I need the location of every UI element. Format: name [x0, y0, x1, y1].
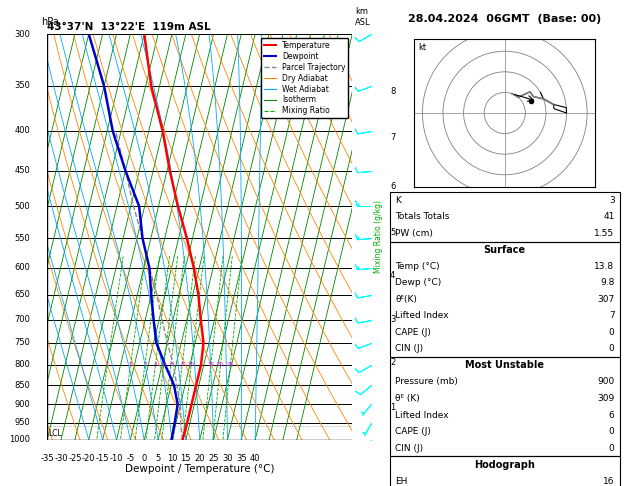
Text: Hodograph: Hodograph — [474, 460, 535, 469]
Text: 350: 350 — [14, 82, 30, 90]
Text: 3: 3 — [143, 362, 147, 367]
Text: -35: -35 — [40, 454, 54, 463]
Text: 30: 30 — [222, 454, 233, 463]
Text: θᴱ(K): θᴱ(K) — [395, 295, 417, 304]
Text: -20: -20 — [82, 454, 96, 463]
Text: 3: 3 — [390, 315, 396, 324]
Text: 5: 5 — [390, 227, 395, 237]
Text: 900: 900 — [14, 400, 30, 409]
Text: Lifted Index: Lifted Index — [395, 411, 448, 419]
Text: 700: 700 — [14, 315, 30, 324]
Bar — [390, 192, 620, 242]
Text: 0: 0 — [609, 444, 615, 452]
Text: 6: 6 — [390, 182, 396, 191]
Text: Most Unstable: Most Unstable — [465, 361, 544, 370]
Text: 43°37'N  13°22'E  119m ASL: 43°37'N 13°22'E 119m ASL — [47, 22, 211, 32]
Text: 950: 950 — [14, 418, 30, 427]
Text: 1000: 1000 — [9, 435, 30, 444]
Bar — [390, 357, 620, 456]
Text: -30: -30 — [54, 454, 68, 463]
Text: kt: kt — [418, 43, 426, 52]
Text: 2: 2 — [390, 358, 395, 367]
Text: -5: -5 — [126, 454, 135, 463]
Text: 2: 2 — [129, 362, 132, 367]
Text: 650: 650 — [14, 290, 30, 299]
Text: 35: 35 — [236, 454, 247, 463]
Text: 20: 20 — [194, 454, 205, 463]
Text: 6: 6 — [169, 362, 172, 367]
Text: Temp (°C): Temp (°C) — [395, 262, 440, 271]
Bar — [390, 242, 620, 357]
Bar — [390, 456, 620, 486]
Text: 10: 10 — [167, 454, 177, 463]
Text: 7: 7 — [609, 312, 615, 320]
Text: 1.55: 1.55 — [594, 229, 615, 238]
Text: 8: 8 — [390, 87, 396, 96]
Text: 300: 300 — [14, 30, 30, 38]
Text: 4: 4 — [390, 271, 395, 280]
Text: 28.04.2024  06GMT  (Base: 00): 28.04.2024 06GMT (Base: 00) — [408, 14, 601, 24]
Text: 40: 40 — [250, 454, 260, 463]
Text: 6: 6 — [609, 411, 615, 419]
Text: Pressure (mb): Pressure (mb) — [395, 378, 458, 386]
Text: 15: 15 — [181, 454, 191, 463]
Text: 3: 3 — [609, 196, 615, 205]
Text: 0: 0 — [142, 454, 147, 463]
Text: 0: 0 — [609, 427, 615, 436]
Text: θᴱ (K): θᴱ (K) — [395, 394, 420, 403]
Text: km
ASL: km ASL — [355, 7, 371, 27]
Text: 307: 307 — [598, 295, 615, 304]
Text: 9.8: 9.8 — [600, 278, 615, 287]
Text: 600: 600 — [14, 263, 30, 272]
Text: 5: 5 — [155, 454, 161, 463]
Text: -25: -25 — [68, 454, 82, 463]
Text: 5: 5 — [162, 362, 165, 367]
Text: 25: 25 — [208, 454, 219, 463]
Text: 450: 450 — [14, 166, 30, 175]
Text: -10: -10 — [109, 454, 123, 463]
Text: 1: 1 — [106, 362, 109, 367]
Text: 7: 7 — [390, 133, 396, 142]
Text: 10: 10 — [187, 362, 195, 367]
Text: Dewpoint / Temperature (°C): Dewpoint / Temperature (°C) — [125, 464, 274, 474]
Text: 16: 16 — [603, 477, 615, 486]
Text: CIN (J): CIN (J) — [395, 444, 423, 452]
Text: 8: 8 — [181, 362, 184, 367]
Text: 850: 850 — [14, 381, 30, 390]
Text: LCL: LCL — [48, 429, 62, 438]
Text: 800: 800 — [14, 360, 30, 369]
Text: hPa: hPa — [41, 17, 58, 27]
Text: CAPE (J): CAPE (J) — [395, 328, 431, 337]
Text: 4: 4 — [153, 362, 157, 367]
Text: PW (cm): PW (cm) — [395, 229, 433, 238]
Text: 900: 900 — [598, 378, 615, 386]
Text: K: K — [395, 196, 401, 205]
Text: -15: -15 — [96, 454, 109, 463]
Text: Surface: Surface — [484, 245, 526, 255]
Text: Lifted Index: Lifted Index — [395, 312, 448, 320]
Text: 1: 1 — [390, 403, 395, 412]
Text: Dewp (°C): Dewp (°C) — [395, 278, 442, 287]
Legend: Temperature, Dewpoint, Parcel Trajectory, Dry Adiabat, Wet Adiabat, Isotherm, Mi: Temperature, Dewpoint, Parcel Trajectory… — [261, 38, 348, 119]
Text: 0: 0 — [609, 345, 615, 353]
Text: 750: 750 — [14, 338, 30, 347]
Text: 13.8: 13.8 — [594, 262, 615, 271]
Text: CIN (J): CIN (J) — [395, 345, 423, 353]
Text: Totals Totals: Totals Totals — [395, 212, 449, 221]
Text: 0: 0 — [609, 328, 615, 337]
Text: Mixing Ratio (g/kg): Mixing Ratio (g/kg) — [374, 200, 383, 274]
Text: 400: 400 — [14, 126, 30, 136]
Text: 20: 20 — [217, 362, 224, 367]
Text: 16: 16 — [208, 362, 214, 367]
Text: 25: 25 — [227, 362, 234, 367]
Text: EH: EH — [395, 477, 408, 486]
Text: 309: 309 — [598, 394, 615, 403]
Text: CAPE (J): CAPE (J) — [395, 427, 431, 436]
Text: 500: 500 — [14, 202, 30, 211]
Text: 550: 550 — [14, 234, 30, 243]
Text: 41: 41 — [603, 212, 615, 221]
